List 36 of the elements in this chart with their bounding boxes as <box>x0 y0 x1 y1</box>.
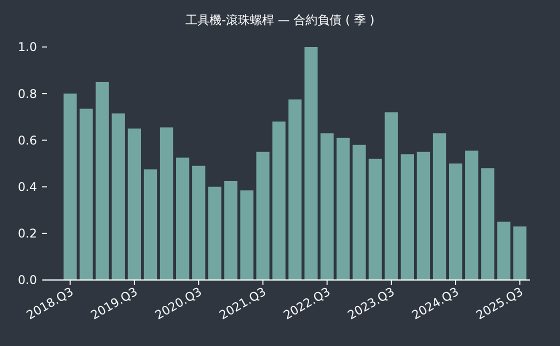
bar <box>224 180 238 280</box>
bar <box>368 158 382 280</box>
bar <box>144 169 158 280</box>
bar <box>304 47 318 280</box>
bar <box>336 138 350 280</box>
bar <box>176 158 190 280</box>
bar <box>513 226 526 280</box>
bar <box>352 144 366 280</box>
bar <box>481 168 494 280</box>
bar <box>240 190 254 280</box>
bar <box>497 222 510 280</box>
bar <box>64 94 77 280</box>
bar <box>288 99 302 280</box>
bar <box>448 164 462 280</box>
bar <box>320 133 334 280</box>
bar <box>128 128 142 280</box>
bar <box>384 112 398 280</box>
bar <box>112 113 125 280</box>
y-tick-label: 0.2 <box>18 226 37 241</box>
bar <box>80 108 93 280</box>
y-tick-label: 0.8 <box>18 86 37 101</box>
bar <box>432 133 446 280</box>
y-tick-label: 1.0 <box>18 40 37 54</box>
bar <box>465 150 478 280</box>
y-tick-label: 0.0 <box>18 273 37 288</box>
y-tick-label: 0.6 <box>18 133 37 148</box>
bar <box>208 186 222 280</box>
bar <box>256 152 270 280</box>
bar <box>416 152 430 280</box>
bar <box>96 82 109 280</box>
y-tick-label: 0.4 <box>18 180 37 194</box>
bar <box>400 154 414 280</box>
bar <box>160 127 174 280</box>
chart-title: 工具機-滾珠螺桿 — 合約負債 ( 季 ) <box>186 13 374 27</box>
bar <box>192 166 206 280</box>
bar <box>272 122 286 280</box>
